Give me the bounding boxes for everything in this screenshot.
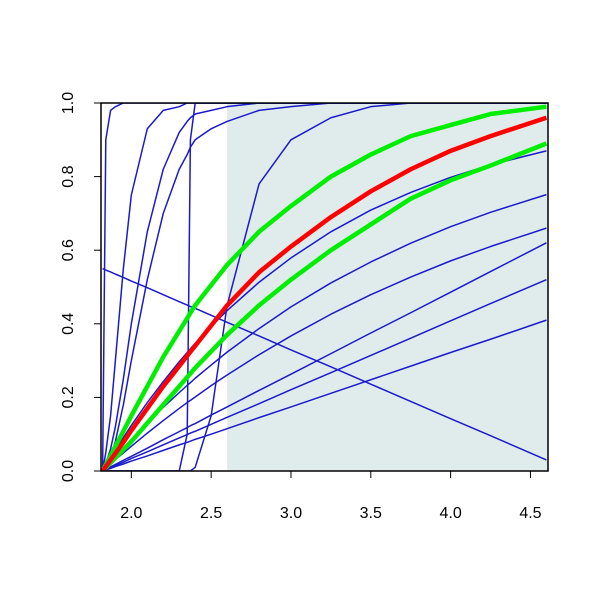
series-line <box>102 242 547 471</box>
series-line <box>101 103 547 471</box>
series-line <box>102 103 547 471</box>
x-tick-label: 3.5 <box>360 505 382 522</box>
plot-lines <box>101 103 548 471</box>
series-line <box>101 141 548 471</box>
y-tick-label: 0.2 <box>60 386 77 408</box>
series-line <box>101 115 548 471</box>
x-tick-label: 4.5 <box>519 505 541 522</box>
series-line <box>101 103 547 471</box>
series-line <box>102 319 547 471</box>
x-tick-label: 4.0 <box>439 505 461 522</box>
y-tick-label: 0.4 <box>60 313 77 335</box>
y-tick-label: 0.0 <box>60 460 77 482</box>
y-tick-label: 1.0 <box>60 92 77 114</box>
x-tick-label: 2.0 <box>120 505 142 522</box>
x-tick-label: 3.0 <box>280 505 302 522</box>
y-tick-label: 0.8 <box>60 165 77 187</box>
x-tick-label: 2.5 <box>200 505 222 522</box>
series-line <box>102 278 547 471</box>
y-tick-label: 0.6 <box>60 239 77 261</box>
series-line <box>101 104 547 471</box>
series-line <box>102 103 547 471</box>
plot-frame <box>100 102 549 472</box>
series-line <box>102 103 547 471</box>
